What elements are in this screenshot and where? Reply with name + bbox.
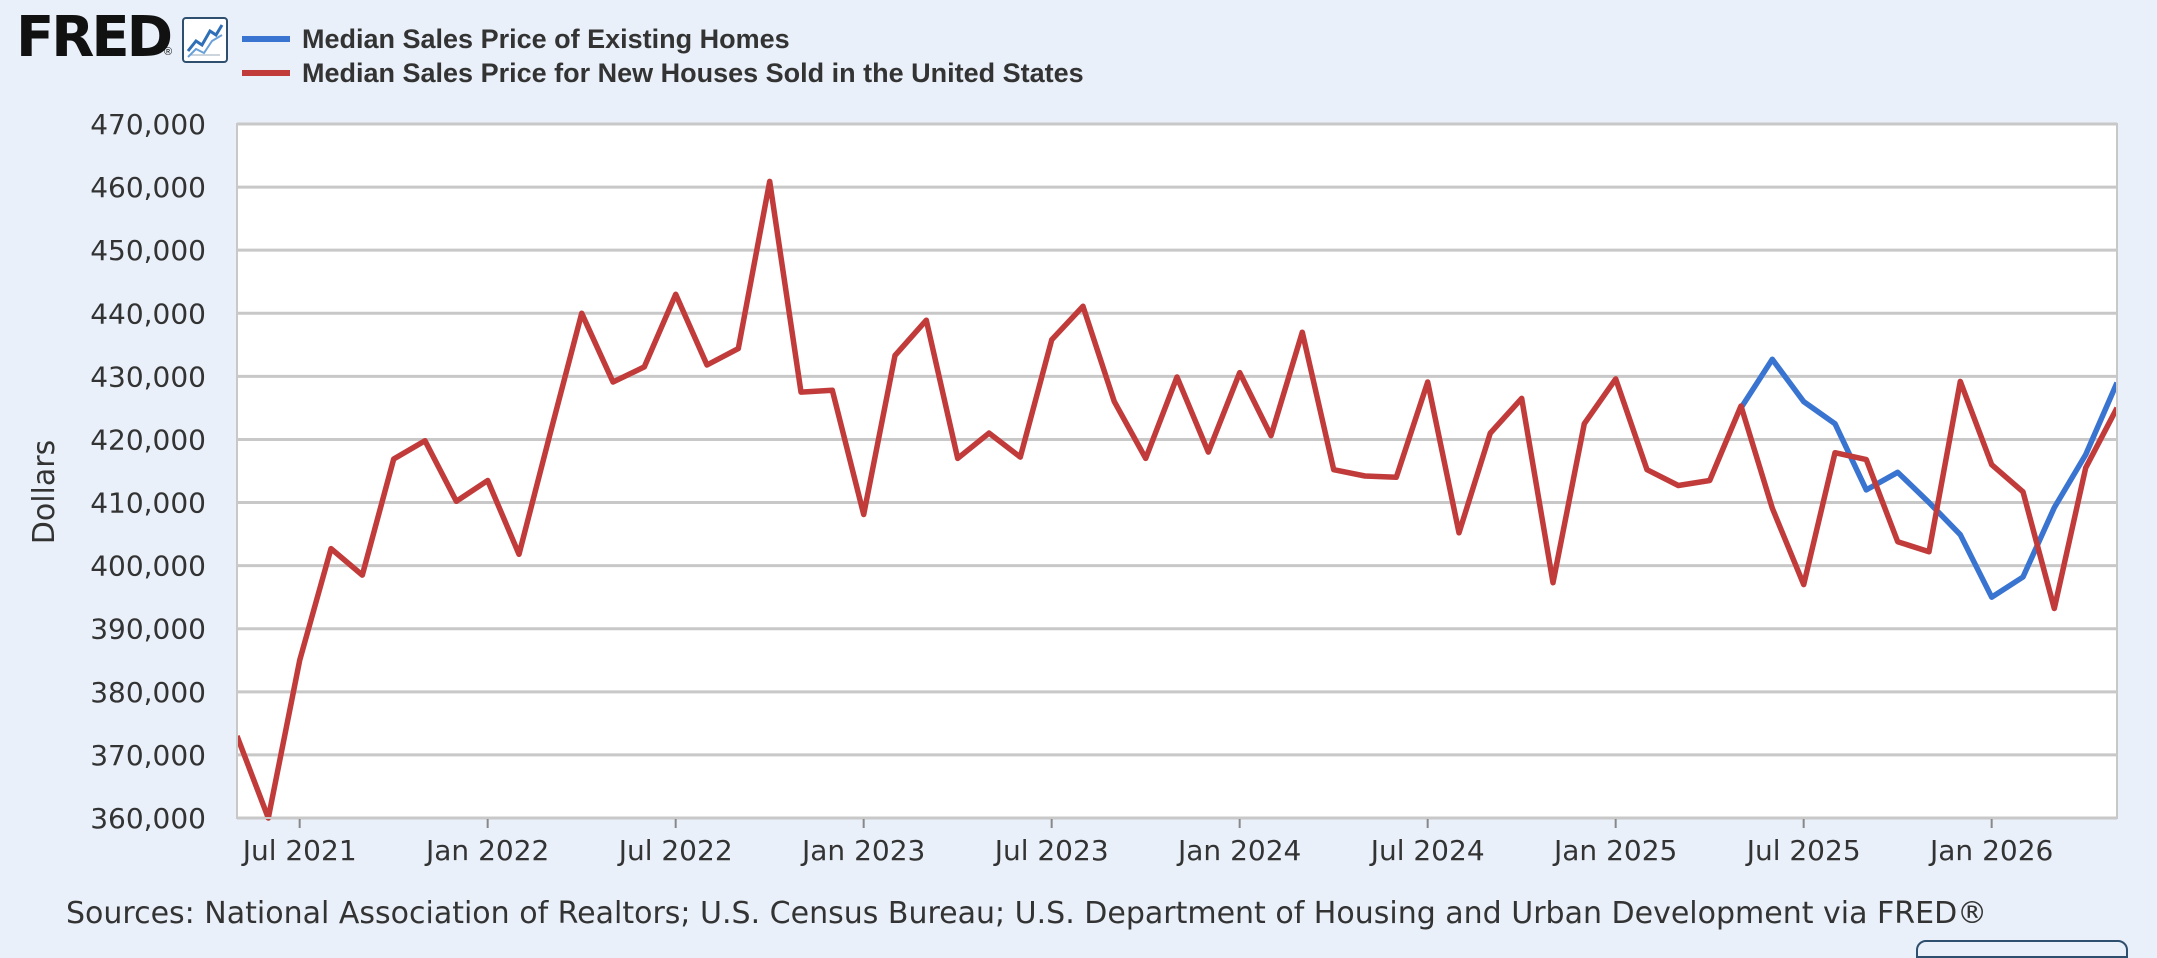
fred-logo-registered-mark: ® bbox=[164, 46, 173, 58]
x-tick-label: Jul 2023 bbox=[993, 834, 1109, 867]
chart-legend: Median Sales Price of Existing Homes Med… bbox=[242, 22, 1084, 90]
legend-item-existing-homes[interactable]: Median Sales Price of Existing Homes bbox=[242, 22, 1084, 56]
x-tick-label: Jul 2021 bbox=[241, 834, 357, 867]
fred-logo[interactable]: FRED bbox=[16, 5, 173, 70]
y-tick-label: 420,000 bbox=[90, 423, 206, 456]
y-tick-label: 450,000 bbox=[90, 234, 206, 267]
x-tick-label: Jan 2025 bbox=[1552, 834, 1677, 867]
y-axis-label: Dollars bbox=[27, 440, 62, 544]
y-tick-label: 390,000 bbox=[90, 613, 206, 646]
legend-swatch-existing-homes bbox=[242, 36, 290, 42]
y-tick-label: 380,000 bbox=[90, 676, 206, 709]
legend-label-existing-homes: Median Sales Price of Existing Homes bbox=[302, 23, 790, 54]
corner-tab[interactable] bbox=[1916, 940, 2128, 958]
chart-header: FRED ® Median Sales Price of Existing Ho… bbox=[0, 0, 2157, 110]
y-tick-label: 370,000 bbox=[90, 739, 206, 772]
y-tick-label: 470,000 bbox=[90, 108, 206, 141]
legend-item-new-houses[interactable]: Median Sales Price for New Houses Sold i… bbox=[242, 56, 1084, 90]
y-tick-label: 400,000 bbox=[90, 550, 206, 583]
y-tick-label: 440,000 bbox=[90, 297, 206, 330]
legend-label-new-houses: Median Sales Price for New Houses Sold i… bbox=[302, 57, 1084, 88]
x-tick-label: Jul 2025 bbox=[1745, 834, 1861, 867]
y-tick-label: 360,000 bbox=[90, 802, 206, 835]
series-line-existing-homes[interactable] bbox=[1738, 356, 2117, 600]
x-tick-label: Jan 2023 bbox=[800, 834, 925, 867]
series-line-new-houses[interactable] bbox=[237, 178, 2117, 821]
series-layer bbox=[237, 178, 2117, 821]
y-tick-label: 460,000 bbox=[90, 171, 206, 204]
plot-border bbox=[236, 123, 2118, 819]
x-axis-ticks: Jul 2021 Jan 2022 Jul 2022 Jan 2023 Jul 2023… bbox=[241, 818, 2053, 867]
y-axis-ticks: 360,000 370,000 380,000 390,000 400,000 410,0… bbox=[90, 108, 206, 835]
x-tick-label: Jul 2024 bbox=[1369, 834, 1485, 867]
x-tick-label: Jul 2022 bbox=[617, 834, 733, 867]
y-tick-label: 430,000 bbox=[90, 360, 206, 393]
x-tick-label: Jan 2024 bbox=[1176, 834, 1301, 867]
legend-swatch-new-houses bbox=[242, 70, 290, 76]
source-note: Sources: National Association of Realtor… bbox=[66, 896, 1988, 931]
plot-area bbox=[237, 124, 2117, 818]
x-tick-label: Jan 2026 bbox=[1928, 834, 2053, 867]
line-chart-icon[interactable] bbox=[182, 17, 228, 63]
line-chart: 360,000 370,000 380,000 390,000 400,000 410,0… bbox=[27, 108, 2118, 867]
y-tick-label: 410,000 bbox=[90, 487, 206, 520]
x-tick-label: Jan 2022 bbox=[424, 834, 549, 867]
